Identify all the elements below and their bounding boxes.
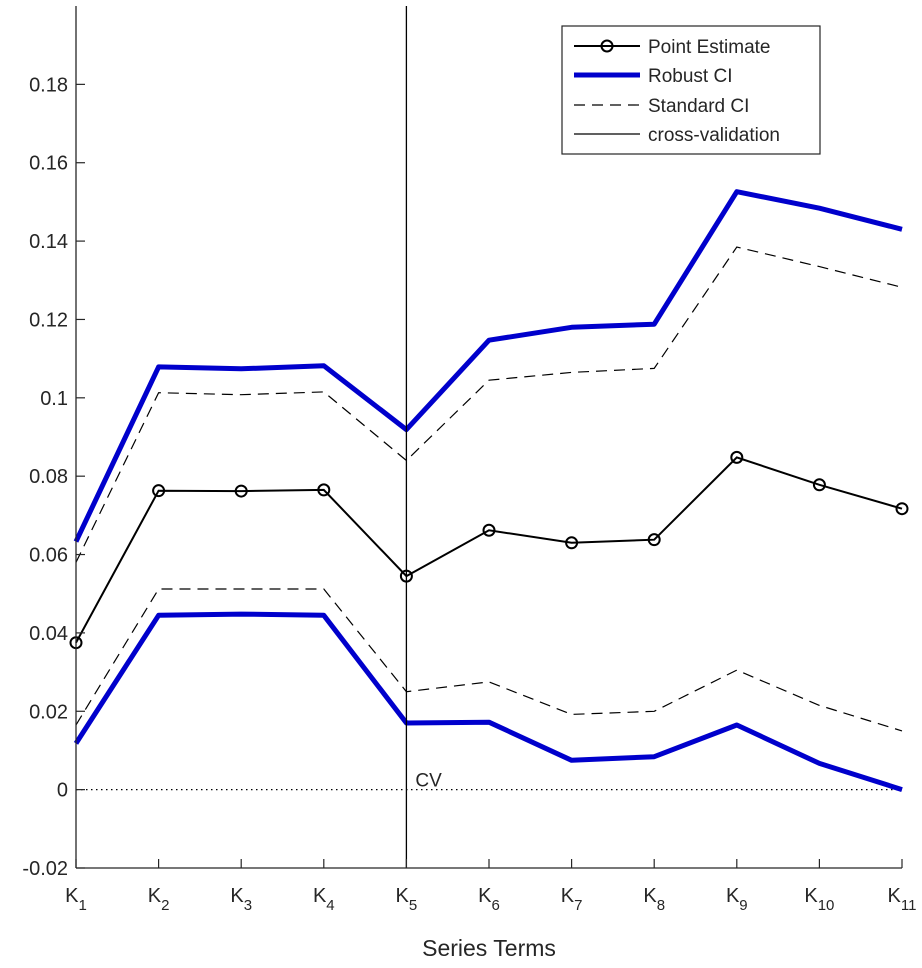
legend-label: Robust CI (648, 66, 732, 87)
legend-label: Point Estimate (648, 37, 771, 58)
y-tick-label: 0.1 (40, 388, 68, 410)
y-tick-label: 0 (57, 780, 68, 802)
x-tick-label-base: K (643, 885, 657, 907)
x-tick-label: K10 (804, 885, 834, 914)
x-tick-label-subscript: 8 (657, 897, 665, 914)
legend-label: Standard CI (648, 96, 749, 117)
y-tick-label: -0.02 (22, 858, 68, 880)
point-estimate-marker (234, 484, 248, 498)
y-tick-label: 0.14 (29, 231, 68, 253)
x-tick-label-subscript: 4 (326, 897, 334, 914)
x-tick-label: K2 (148, 885, 170, 914)
x-tick-label-subscript: 2 (161, 897, 169, 914)
x-tick-label: K5 (396, 885, 418, 914)
y-tick-label: 0.16 (29, 153, 68, 175)
x-tick-label: K9 (726, 885, 748, 914)
x-tick-label: K11 (888, 885, 917, 914)
x-tick-label-base: K (148, 885, 162, 907)
x-tick-label-base: K (396, 885, 410, 907)
x-tick-label-subscript: 1 (79, 897, 87, 914)
x-tick-label-base: K (230, 885, 244, 907)
x-tick-label-subscript: 3 (244, 897, 252, 914)
x-tick-label-base: K (65, 885, 79, 907)
x-tick-label-subscript: 10 (818, 897, 835, 914)
y-tick-label: 0.12 (29, 309, 68, 331)
point-estimate-line (75, 456, 903, 644)
standard-ci-lower-line (75, 588, 903, 732)
x-tick-label-base: K (313, 885, 327, 907)
x-tick-label-subscript: 5 (409, 897, 417, 914)
x-tick-label-subscript: 11 (901, 897, 917, 914)
y-tick-label: 0.08 (29, 466, 68, 488)
legend-box (561, 25, 821, 155)
x-tick-label-base: K (726, 885, 740, 907)
x-tick-label-subscript: 7 (574, 897, 582, 914)
cv-annotation: CV (415, 771, 442, 792)
point-estimate-marker (730, 450, 744, 464)
x-tick-label: K7 (561, 885, 583, 914)
x-tick-label: K3 (230, 885, 252, 914)
standard-ci-upper-line (75, 246, 903, 563)
y-tick-label: 0.02 (29, 701, 68, 723)
point-estimate-marker (152, 484, 166, 498)
x-tick-label: K1 (65, 885, 87, 914)
x-tick-label-base: K (478, 885, 492, 907)
point-estimate-marker (317, 483, 331, 497)
y-tick-label: 0.04 (29, 623, 68, 645)
x-tick-label: K6 (478, 885, 500, 914)
point-estimate-marker (565, 536, 579, 550)
x-tick-label: K4 (313, 885, 335, 914)
x-tick-label-base: K (561, 885, 575, 907)
y-tick-label: 0.18 (29, 74, 68, 96)
x-axis-title: Series Terms (422, 935, 556, 961)
x-tick-label-subscript: 9 (739, 897, 747, 914)
point-estimate-marker (812, 478, 826, 492)
point-estimate-marker (895, 502, 909, 516)
robust-ci-lower-line (73, 611, 903, 792)
x-tick-label-subscript: 6 (492, 897, 500, 914)
x-tick-label: K8 (643, 885, 665, 914)
robust-ci-upper-line (73, 189, 903, 543)
legend-point-estimate-marker (600, 39, 614, 53)
x-tick-label-base: K (888, 885, 902, 907)
point-estimate-marker (482, 523, 496, 537)
x-tick-label-base: K (804, 885, 818, 907)
legend-label: cross-validation (648, 125, 780, 146)
point-estimate-marker (647, 533, 661, 547)
y-tick-label: 0.06 (29, 545, 68, 567)
point-estimate-marker (399, 569, 413, 583)
